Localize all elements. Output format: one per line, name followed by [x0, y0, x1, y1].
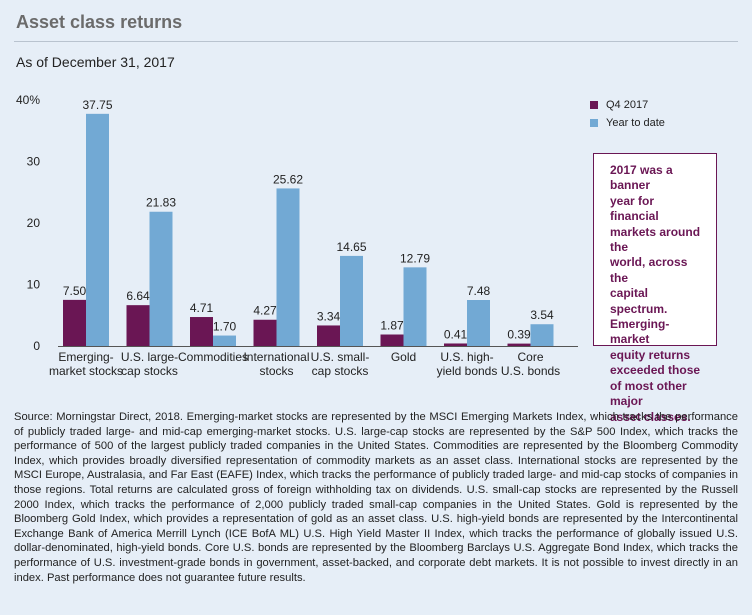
data-label-q4: 1.87: [380, 318, 404, 332]
x-tick-label: Commodities: [178, 350, 248, 364]
source-note: Source: Morningstar Direct, 2018. Emergi…: [14, 411, 738, 584]
y-tick-label: 10: [27, 278, 41, 292]
data-label-q4: 6.64: [126, 289, 150, 303]
x-tick-label: yield bonds: [437, 364, 498, 378]
legend-item-ytd: Year to date: [590, 114, 665, 132]
bar-q4: [253, 319, 277, 346]
x-tick-label: market stocks: [49, 364, 123, 378]
bar-ytd: [276, 188, 300, 346]
x-tick-label: International: [243, 350, 309, 364]
y-tick-label: 0: [33, 339, 40, 353]
data-label-q4: 4.71: [190, 301, 214, 315]
bar-ytd: [530, 324, 554, 346]
data-label-ytd: 1.70: [213, 320, 237, 334]
data-label-ytd: 14.65: [336, 240, 366, 254]
legend-label-ytd: Year to date: [606, 117, 665, 129]
bar-ytd: [467, 299, 490, 346]
title-bar: Asset class returns: [14, 12, 738, 42]
bar-ytd: [403, 267, 427, 346]
x-tick-label: stocks: [259, 364, 293, 378]
bar-q4: [444, 343, 467, 346]
x-tick-label: Emerging-: [58, 350, 113, 364]
data-label-q4: 4.27: [253, 304, 277, 318]
legend-swatch-q4: [590, 101, 598, 109]
data-label-q4: 3.34: [317, 309, 341, 323]
y-tick-label: 30: [27, 155, 41, 169]
x-tick-label: cap stocks: [312, 364, 369, 378]
bar-ytd: [86, 113, 109, 347]
bar-q4: [190, 317, 213, 346]
bar-q4: [317, 325, 340, 346]
bar-ytd: [340, 255, 363, 346]
x-tick-label: U.S. large-: [121, 350, 178, 364]
page-title: Asset class returns: [16, 12, 183, 32]
data-label-ytd: 3.54: [530, 308, 554, 322]
x-tick-label: Gold: [391, 350, 416, 364]
chart-subtitle: As of December 31, 2017: [16, 54, 175, 70]
data-label-ytd: 7.48: [467, 284, 491, 298]
bar-ytd: [213, 335, 236, 346]
x-tick-label: U.S. bonds: [501, 364, 560, 378]
legend-label-q4: Q4 2017: [606, 99, 649, 111]
data-label-q4: 7.50: [63, 284, 87, 298]
bar-chart: 0 10 20 30 40% 7.50 37.75 Emerging-market stock…: [16, 93, 578, 378]
data-label-q4: 0.41: [444, 327, 468, 341]
y-tick-label: 40%: [16, 93, 40, 107]
bar-q4: [126, 305, 150, 346]
legend-swatch-ytd: [590, 119, 598, 127]
legend-item-q4: Q4 2017: [590, 96, 665, 114]
data-label-ytd: 25.62: [273, 172, 303, 186]
x-tick-label: U.S. small-: [311, 350, 370, 364]
bar-q4: [63, 299, 86, 346]
data-label-q4: 0.39: [507, 328, 531, 342]
y-tick-label: 20: [27, 216, 41, 230]
data-label-ytd: 12.79: [400, 251, 430, 265]
bar-ytd: [149, 211, 173, 346]
data-label-ytd: 37.75: [82, 98, 112, 112]
x-tick-label: cap stocks: [121, 364, 178, 378]
bar-q4: [380, 334, 404, 346]
callout-box: 2017 was a banner year for financial mar…: [593, 153, 717, 424]
data-label-ytd: 21.83: [146, 196, 176, 210]
legend: Q4 2017 Year to date: [590, 96, 665, 132]
x-tick-label: U.S. high-: [440, 350, 493, 364]
x-tick-label: Core: [517, 350, 543, 364]
bar-q4: [507, 343, 531, 346]
